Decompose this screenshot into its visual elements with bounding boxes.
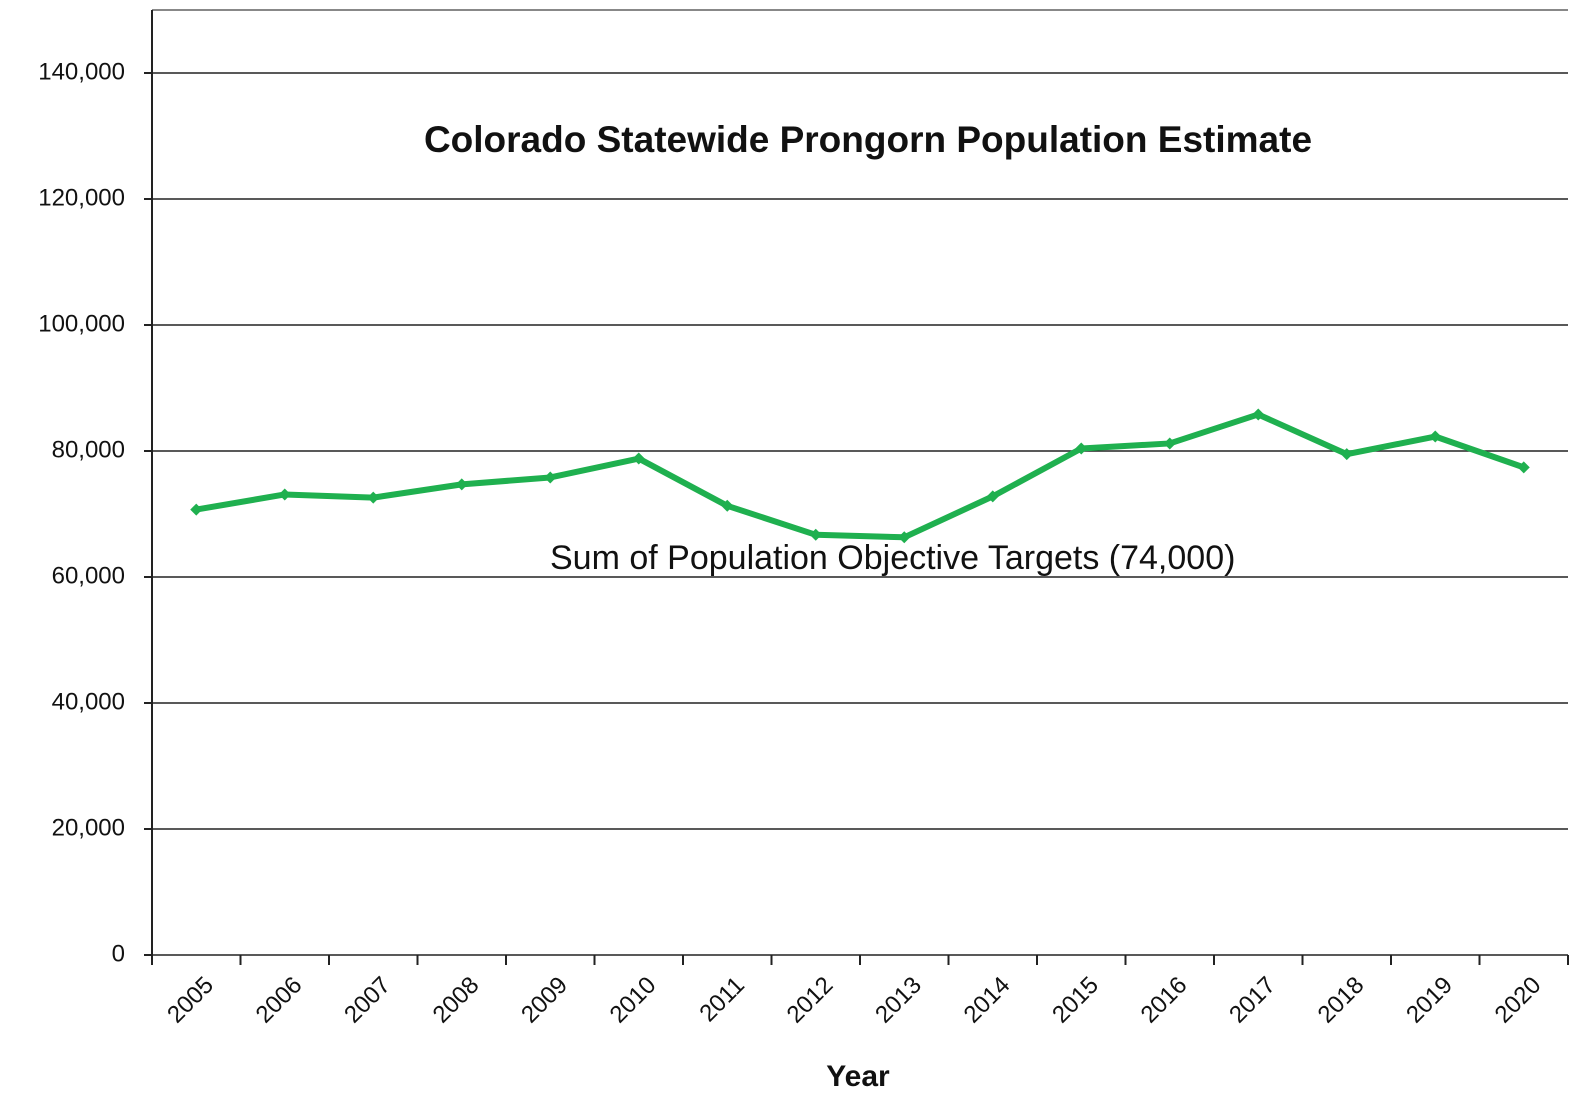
y-tick-label: 80,000 [52,436,125,463]
data-point [632,452,645,465]
x-tick-label: 2015 [1047,972,1104,1029]
data-point [190,503,203,516]
data-line [195,411,1525,541]
x-tick-label: 2018 [1313,972,1370,1029]
x-tick-label: 2012 [782,972,839,1029]
data-point [278,488,291,501]
x-tick-label: 2013 [870,972,927,1029]
data-point [986,490,999,503]
x-tick-label: 2017 [1224,972,1281,1029]
data-point [1517,461,1530,474]
y-tick-label: 60,000 [52,562,125,589]
x-tick-label: 2008 [428,972,485,1029]
x-tick-label: 2019 [1401,972,1458,1029]
x-tick-label: 2010 [605,972,662,1029]
x-tick-label: 2005 [162,972,219,1029]
data-point [898,531,911,544]
x-tick-label: 2014 [959,972,1016,1029]
data-point [1075,442,1088,455]
x-tick-label: 2006 [251,972,308,1029]
chart-title: Colorado Statewide Prongorn Population E… [424,119,1312,160]
x-tick-label: 2020 [1490,972,1547,1029]
data-point [1429,430,1442,443]
data-point [367,491,380,504]
x-tick-label: 2011 [694,972,750,1028]
data-point [721,499,734,512]
data-point [455,478,468,491]
y-tick-label: 40,000 [52,688,125,715]
y-tick-label: 120,000 [38,184,125,211]
y-tick-label: 20,000 [52,814,125,841]
data-point [1252,408,1265,421]
data-point [809,528,822,541]
data-point [544,471,557,484]
x-tick-label: 2009 [516,972,573,1029]
y-tick-label: 0 [112,940,125,967]
y-tick-label: 100,000 [38,310,125,337]
x-tick-label: 2016 [1136,972,1193,1029]
x-axis-label: Year [826,1060,890,1093]
y-tick-label: 140,000 [38,58,125,85]
data-point [1163,437,1176,450]
x-tick-label: 2007 [339,972,396,1029]
data-point [1340,448,1353,461]
annotation: Sum of Population Objective Targets (74,… [550,539,1235,577]
